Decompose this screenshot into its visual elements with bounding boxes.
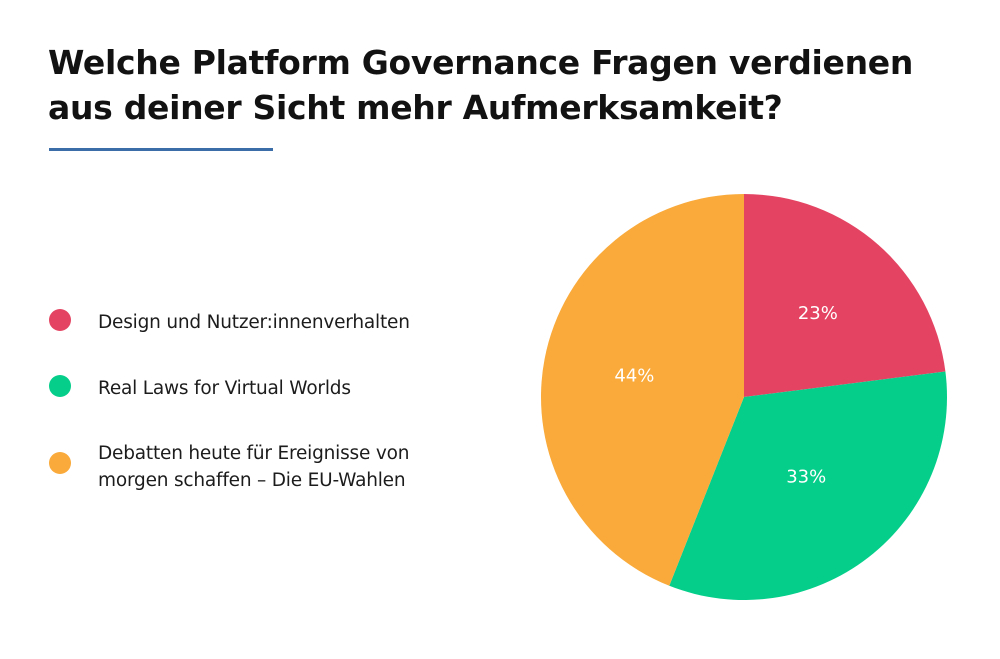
legend-dot-icon: [49, 452, 71, 474]
legend-label-line: morgen schaffen – Die EU-Wahlen: [98, 470, 406, 491]
legend-dot-icon: [49, 309, 71, 331]
legend-label-line: Design und Nutzer:innenverhalten: [98, 312, 410, 333]
pie-slice-design: [744, 194, 946, 397]
pie-slice-real-laws: [669, 371, 947, 600]
data-label-real-laws: 33%: [786, 467, 826, 488]
chart-title-line-2: aus deiner Sicht mehr Aufmerksamkeit?: [48, 88, 783, 127]
chart-title-line-1: Welche Platform Governance Fragen verdie…: [48, 43, 914, 82]
data-label-design: 23%: [798, 303, 838, 324]
pie-slice-eu-wahlen: [540, 194, 744, 586]
title-underline: [49, 148, 273, 151]
legend-item-real-laws: Real Laws for Virtual Worlds: [49, 375, 458, 402]
legend-label: Real Laws for Virtual Worlds: [98, 375, 458, 402]
data-label-eu-wahlen: 44%: [614, 366, 654, 387]
legend-dot-icon: [49, 375, 71, 397]
legend-item-eu-wahlen: Debatten heute für Ereignisse von morgen…: [49, 443, 458, 494]
legend-label-line: Debatten heute für Ereignisse von: [98, 443, 410, 464]
legend-label-line: Real Laws for Virtual Worlds: [98, 378, 351, 399]
legend-label: Debatten heute für Ereignisse von morgen…: [98, 440, 458, 494]
legend-label: Design und Nutzer:innenverhalten: [98, 309, 458, 336]
chart-title: Welche Platform Governance Fragen verdie…: [48, 40, 948, 130]
legend-item-design: Design und Nutzer:innenverhalten: [49, 309, 458, 336]
